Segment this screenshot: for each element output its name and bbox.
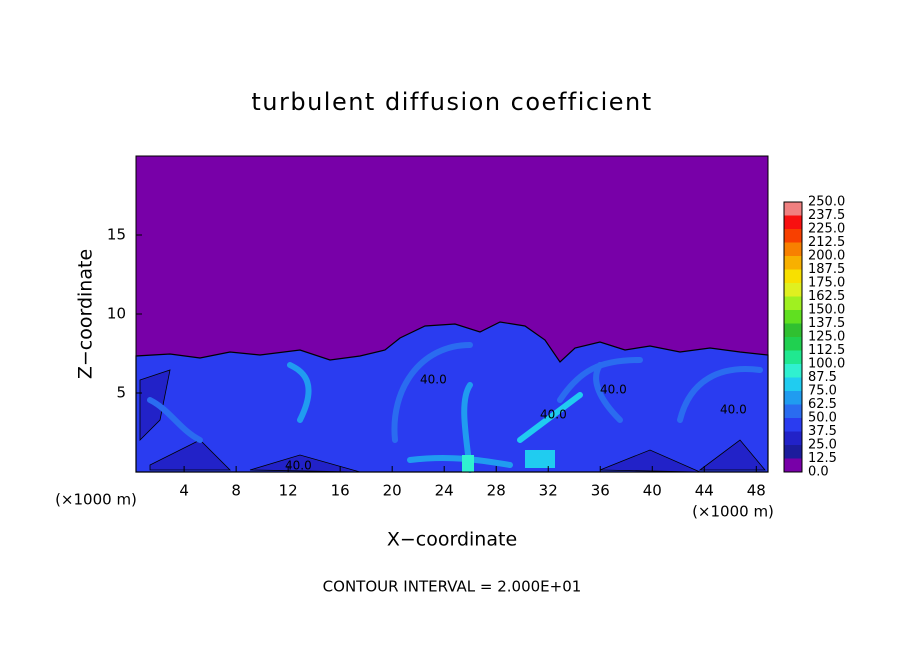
field-streak: [287, 362, 312, 423]
footer-note: CONTOUR INTERVAL = 2.000E+01: [323, 578, 582, 596]
field-patch: [698, 439, 766, 471]
colorbar-label: 75.0: [808, 384, 837, 399]
colorbar-box: [784, 337, 802, 351]
contour-label: 40.0: [420, 373, 447, 387]
colorbar-label: 250.0: [808, 195, 845, 210]
colorbar-box: [784, 202, 802, 216]
field-region: [135, 321, 769, 473]
field-streak: [517, 392, 583, 443]
x-tick-label: 8: [231, 482, 241, 500]
colorbar-box: [784, 404, 802, 418]
colorbar-label: 237.5: [808, 208, 845, 223]
colorbar-label: 212.5: [808, 235, 845, 250]
colorbar-box: [784, 269, 802, 283]
contour-label: 40.0: [600, 383, 627, 397]
chart-title: turbulent diffusion coefficient: [251, 88, 652, 116]
colorbar-box: [784, 458, 802, 472]
colorbar-label: 200.0: [808, 249, 845, 264]
colorbar-box: [784, 418, 802, 432]
colorbar-label: 25.0: [808, 438, 837, 453]
field-patch: [149, 439, 231, 471]
x-tick-label: 12: [279, 482, 298, 500]
colorbar-label: 125.0: [808, 330, 845, 345]
field-streak: [147, 397, 203, 443]
colorbar-label: 12.5: [808, 451, 837, 466]
colorbar-label: 100.0: [808, 357, 845, 372]
field-streak: [391, 342, 473, 443]
x-unit: (×1000 m): [55, 491, 137, 509]
contour-label: 40.0: [540, 408, 567, 422]
colorbar-label: 137.5: [808, 316, 845, 331]
y-tick-label: 15: [107, 226, 126, 244]
colorbar-label: 0.0: [808, 465, 829, 480]
colorbar-label: 87.5: [808, 370, 837, 385]
colorbar-label: 150.0: [808, 303, 845, 318]
colorbar-label: 112.5: [808, 343, 845, 358]
colorbar-box: [784, 445, 802, 459]
x-tick-label: 4: [179, 482, 189, 500]
colorbar-box: [784, 377, 802, 391]
colorbar-box: [784, 256, 802, 270]
colorbar-box: [784, 242, 802, 256]
x-tick-label: 32: [539, 482, 558, 500]
colorbar-box: [784, 323, 802, 337]
x-tick-label: 28: [487, 482, 506, 500]
colorbar-label: 50.0: [808, 411, 837, 426]
colorbar-box: [784, 364, 802, 378]
x-tick-label: 24: [435, 482, 454, 500]
x-tick-label: 20: [383, 482, 402, 500]
contour-label: 40.0: [285, 459, 312, 473]
colorbar-box: [784, 229, 802, 243]
colorbar-box: [784, 296, 802, 310]
colorbar-box: [784, 350, 802, 364]
colorbar-frame: [783, 201, 803, 473]
colorbar-label: 187.5: [808, 262, 845, 277]
x-unit: (×1000 m): [692, 503, 774, 521]
colorbar-box: [784, 431, 802, 445]
x-tick-label: 16: [331, 482, 350, 500]
y-tick-label: 10: [107, 305, 126, 323]
field-patch: [249, 454, 361, 473]
field-patch: [599, 449, 701, 473]
y-tick-label: 5: [116, 384, 126, 402]
contour-label: 40.0: [720, 403, 747, 417]
x-tick-label: 44: [695, 482, 714, 500]
x-axis-label: X−coordinate: [387, 529, 517, 551]
field-streak: [557, 357, 643, 403]
x-tick-label: 48: [747, 482, 766, 500]
field-spot: [525, 450, 555, 468]
colorbar-box: [784, 310, 802, 324]
colorbar-box: [784, 283, 802, 297]
colorbar-label: 162.5: [808, 289, 845, 304]
x-tick-label: 36: [591, 482, 610, 500]
y-axis-label: Z−coordinate: [75, 249, 97, 379]
colorbar-label: 37.5: [808, 424, 837, 439]
x-tick-label: 40: [643, 482, 662, 500]
colorbar-label: 225.0: [808, 222, 845, 237]
colorbar-label: 175.0: [808, 276, 845, 291]
colorbar-label: 62.5: [808, 397, 837, 412]
field-streak: [593, 362, 623, 423]
field-streak: [677, 366, 763, 423]
colorbar-box: [784, 391, 802, 405]
colorbar-box: [784, 215, 802, 229]
field-spot: [462, 455, 474, 472]
